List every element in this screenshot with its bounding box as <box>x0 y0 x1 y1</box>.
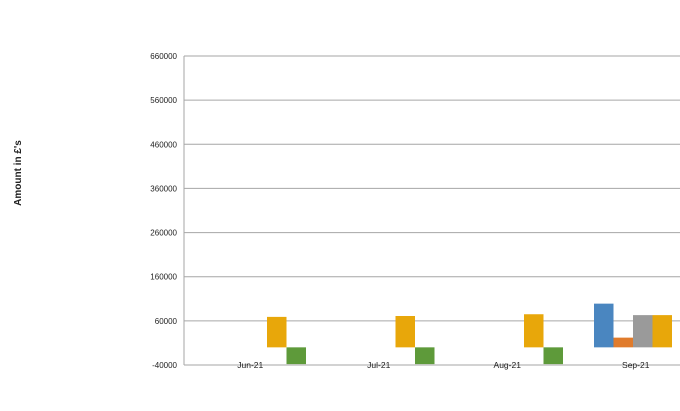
bar <box>267 316 287 348</box>
y-tick-labels: -40000 60000 160000 260000 360000 460000 56000… <box>150 52 177 370</box>
x-category-label: Jun-21 <box>237 360 263 370</box>
bar <box>633 315 653 348</box>
y-tick-label: -40000 <box>152 361 177 370</box>
y-tick-label: 560000 <box>150 96 177 105</box>
bar <box>594 303 614 348</box>
y-axis-label: Amount in £'s <box>13 140 24 206</box>
bar <box>543 347 563 365</box>
x-category-label: Jul-21 <box>367 360 390 370</box>
y-tick-label: 60000 <box>155 317 178 326</box>
bar <box>415 347 435 365</box>
bar <box>613 337 633 348</box>
bar <box>286 347 306 365</box>
y-tick-label: 360000 <box>150 184 177 193</box>
bars <box>267 303 672 365</box>
bar <box>524 314 544 348</box>
x-category-label: Aug-21 <box>494 360 522 370</box>
y-tick-label: 660000 <box>150 52 177 61</box>
gridlines <box>183 55 680 366</box>
x-category-label: Sep-21 <box>622 360 650 370</box>
y-tick-label: 460000 <box>150 140 177 149</box>
bar <box>395 316 415 348</box>
y-tick-label: 260000 <box>150 229 177 238</box>
bar <box>652 315 672 348</box>
y-tick-label: 160000 <box>150 273 177 282</box>
category-labels: Jun-21 Jul-21 Aug-21 Sep-21 <box>237 360 649 370</box>
